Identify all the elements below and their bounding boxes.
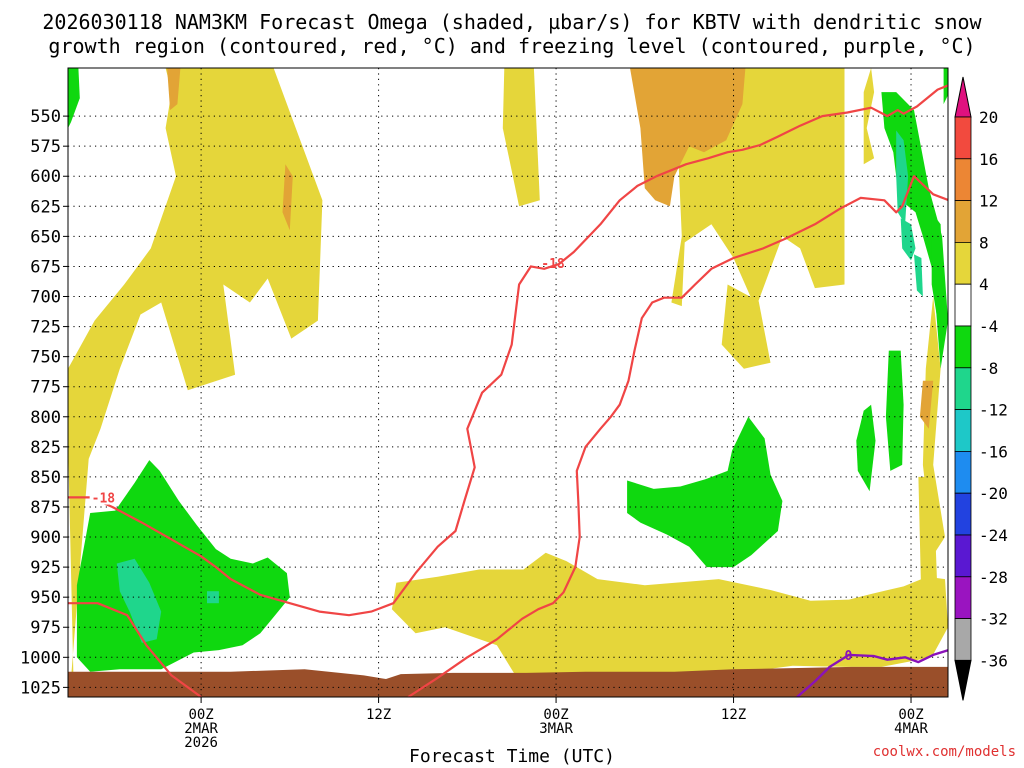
colorbar-tick-label-9: -20	[979, 484, 1008, 503]
omega-region-7	[391, 552, 948, 688]
colorbar: 20 16 12 8 4 -4 -8 -12 -16 -20 -24 -28 -32 -36	[954, 76, 1008, 701]
colorbar-tick-label-11: -28	[979, 568, 1008, 587]
freezing-level-label: 0	[844, 649, 852, 664]
omega-region-9	[282, 164, 293, 231]
colorbar-tick-label-13: -36	[979, 651, 1008, 670]
colorbar-top-arrow	[954, 76, 972, 118]
y-tick-label-750: 750	[30, 348, 61, 368]
omega-region-22	[207, 591, 219, 604]
x-tick-label-30-1: 3MAR	[539, 721, 573, 737]
omega-region-3	[721, 284, 771, 369]
omega-region-25	[914, 254, 923, 297]
y-tick-label-950: 950	[30, 588, 61, 608]
colorbar-band-16-20	[954, 116, 972, 160]
colorbar-tick-label-7: -12	[979, 401, 1008, 420]
omega-region-6	[918, 476, 938, 604]
y-tick-label-900: 900	[30, 528, 61, 548]
omega-region-1	[502, 68, 540, 207]
y-tick-label-800: 800	[30, 408, 61, 428]
y-tick-label-700: 700	[30, 288, 61, 308]
colorbar-band--28--24	[954, 534, 972, 578]
x-tick-label-6-1: 2MAR	[184, 721, 218, 737]
omega-region-12	[68, 68, 80, 129]
x-axis-title: Forecast Time (UTC)	[409, 746, 615, 767]
y-tick-label-575: 575	[30, 137, 61, 157]
dgz-label-mid: -18	[541, 257, 565, 272]
colorbar-band--20--16	[954, 450, 972, 494]
chart-title-line-1: 2026030118 NAM3KM Forecast Omega (shaded…	[42, 10, 982, 34]
omega-region-8	[167, 68, 181, 111]
plot-area: -18 -18 0	[68, 68, 948, 697]
y-tick-label-550: 550	[30, 107, 61, 127]
colorbar-band--24--20	[954, 492, 972, 536]
colorbar-tick-label-10: -24	[979, 526, 1008, 545]
colorbar-band--16--12	[954, 409, 972, 452]
y-tick-label-725: 725	[30, 318, 61, 338]
x-tick-label-54-0: 00Z	[898, 707, 923, 723]
colorbar-band-8-12	[954, 200, 972, 243]
colorbar-bottom-arrow	[954, 659, 972, 701]
colorbar-tick-label-0: 20	[979, 108, 998, 127]
y-tick-label-925: 925	[30, 558, 61, 578]
colorbar-tick-label-12: -32	[979, 610, 1008, 629]
omega-region-17	[885, 350, 904, 471]
x-tick-label-18-0: 12Z	[366, 707, 391, 723]
colorbar-band--8--4	[954, 325, 972, 369]
y-tick-label-850: 850	[30, 468, 61, 488]
y-tick-label-675: 675	[30, 257, 61, 277]
colorbar-band--12--8	[954, 367, 972, 410]
dgz-isotherm-1	[68, 602, 202, 697]
dgz-label-0: -18	[92, 492, 116, 507]
colorbar-tick-label-4: 4	[979, 275, 989, 294]
x-tick-label-6-0: 00Z	[188, 707, 213, 723]
x-tick-label-54-1: 4MAR	[894, 721, 928, 737]
omega-region-0	[68, 68, 323, 697]
colorbar-tick-label-1: 16	[979, 150, 998, 169]
omega-region-21	[116, 558, 162, 643]
chart-title-line-2: growth region (contoured, red, °C) and f…	[48, 34, 976, 58]
omega-region-20	[627, 416, 783, 568]
omega-region-4	[863, 68, 875, 165]
colorbar-band--32--28	[954, 576, 972, 619]
y-tick-label-875: 875	[30, 498, 61, 518]
omega-region-11	[919, 380, 934, 429]
x-tick-label-30-0: 00Z	[543, 707, 568, 723]
dgz-isotherm-2	[407, 175, 948, 697]
y-tick-label-1025: 1025	[20, 678, 61, 698]
colorbar-band--4-4	[954, 283, 972, 327]
x-tick-label-6-2: 2026	[184, 735, 218, 751]
y-tick-label-1000: 1000	[20, 648, 61, 668]
colorbar-tick-label-5: -4	[979, 317, 998, 336]
plot-frame	[67, 67, 949, 698]
colorbar-tick-label-6: -8	[979, 359, 998, 378]
colorbar-band-12-16	[954, 158, 972, 202]
omega-region-24	[900, 218, 916, 261]
credit-text: coolwx.com/models	[872, 744, 1016, 760]
dgz-isotherm-0	[68, 84, 948, 617]
colorbar-band--36--32	[954, 618, 972, 661]
x-tick-label-42-0: 12Z	[721, 707, 746, 723]
omega-region-18	[856, 404, 876, 492]
colorbar-tick-label-8: -16	[979, 442, 1008, 461]
y-tick-label-825: 825	[30, 438, 61, 458]
y-tick-label-625: 625	[30, 197, 61, 217]
y-tick-label-775: 775	[30, 378, 61, 398]
dgz-label-bg-0	[89, 490, 114, 505]
terrain-fill	[68, 666, 948, 697]
freezing-level-line	[796, 649, 948, 697]
y-tick-label-600: 600	[30, 167, 61, 187]
colorbar-band-4-8	[954, 241, 972, 285]
y-tick-label-650: 650	[30, 227, 61, 247]
y-tick-label-975: 975	[30, 618, 61, 638]
colorbar-tick-label-3: 8	[979, 233, 989, 252]
colorbar-tick-label-2: 12	[979, 192, 998, 211]
omega-region-10	[630, 68, 746, 207]
